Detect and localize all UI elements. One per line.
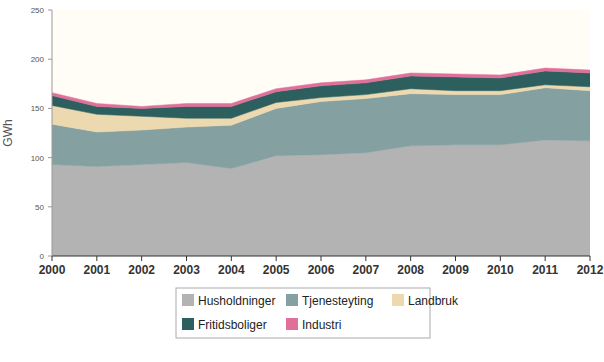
x-tick [276, 256, 277, 261]
x-tick [141, 256, 142, 261]
legend-label: Industri [302, 318, 341, 332]
x-tick-label: 2012 [577, 263, 604, 277]
x-tick [52, 256, 53, 261]
y-tick-label: 200 [31, 55, 45, 64]
x-tick-label: 2003 [173, 263, 200, 277]
y-tick-label: 250 [31, 6, 45, 15]
y-tick-label: 150 [31, 104, 45, 113]
y-axis [52, 10, 53, 256]
x-tick-label: 2007 [352, 263, 379, 277]
x-tick [365, 256, 366, 261]
x-tick [410, 256, 411, 261]
plot-area [52, 10, 590, 256]
x-tick [96, 256, 97, 261]
x-tick-label: 2008 [397, 263, 424, 277]
y-tick [48, 256, 52, 257]
x-tick-label: 2006 [308, 263, 335, 277]
x-tick [231, 256, 232, 261]
legend-swatch [182, 318, 194, 330]
x-tick-label: 2011 [532, 263, 558, 277]
x-tick [455, 256, 456, 261]
legend-swatch [286, 294, 298, 306]
legend-label: Landbruk [408, 294, 459, 308]
x-tick-label: 2004 [218, 263, 245, 277]
y-tick [48, 206, 52, 207]
y-axis-label: GWh [1, 119, 15, 146]
x-tick-label: 2009 [442, 263, 469, 277]
legend-swatch [392, 294, 404, 306]
legend-label: Fritidsboliger [198, 318, 267, 332]
y-tick [48, 10, 52, 11]
x-tick-label: 2002 [128, 263, 155, 277]
x-tick-label: 2010 [487, 263, 514, 277]
legend-swatch [182, 294, 194, 306]
y-tick [48, 108, 52, 109]
legend: Husholdninger Tjenesteyting Landbruk Fritid… [176, 288, 459, 338]
legend-label: Tjenesteyting [302, 294, 373, 308]
areas [52, 68, 590, 256]
y-tick-label: 0 [40, 252, 45, 261]
area-industri [52, 68, 590, 108]
area-fritidsboliger [52, 71, 590, 118]
x-tick [186, 256, 187, 261]
legend-box [176, 288, 430, 338]
legend-swatch [286, 318, 298, 330]
y-tick [48, 59, 52, 60]
x-tick [500, 256, 501, 261]
legend-label: Husholdninger [198, 294, 275, 308]
y-tick-label: 100 [31, 154, 45, 163]
y-tick-label: 50 [35, 203, 44, 212]
x-tick [590, 256, 591, 261]
x-tick-label: 2000 [39, 263, 66, 277]
x-tick [321, 256, 322, 261]
x-tick [545, 256, 546, 261]
y-tick [48, 157, 52, 158]
x-tick-label: 2001 [83, 263, 110, 277]
x-tick-label: 2005 [263, 263, 290, 277]
